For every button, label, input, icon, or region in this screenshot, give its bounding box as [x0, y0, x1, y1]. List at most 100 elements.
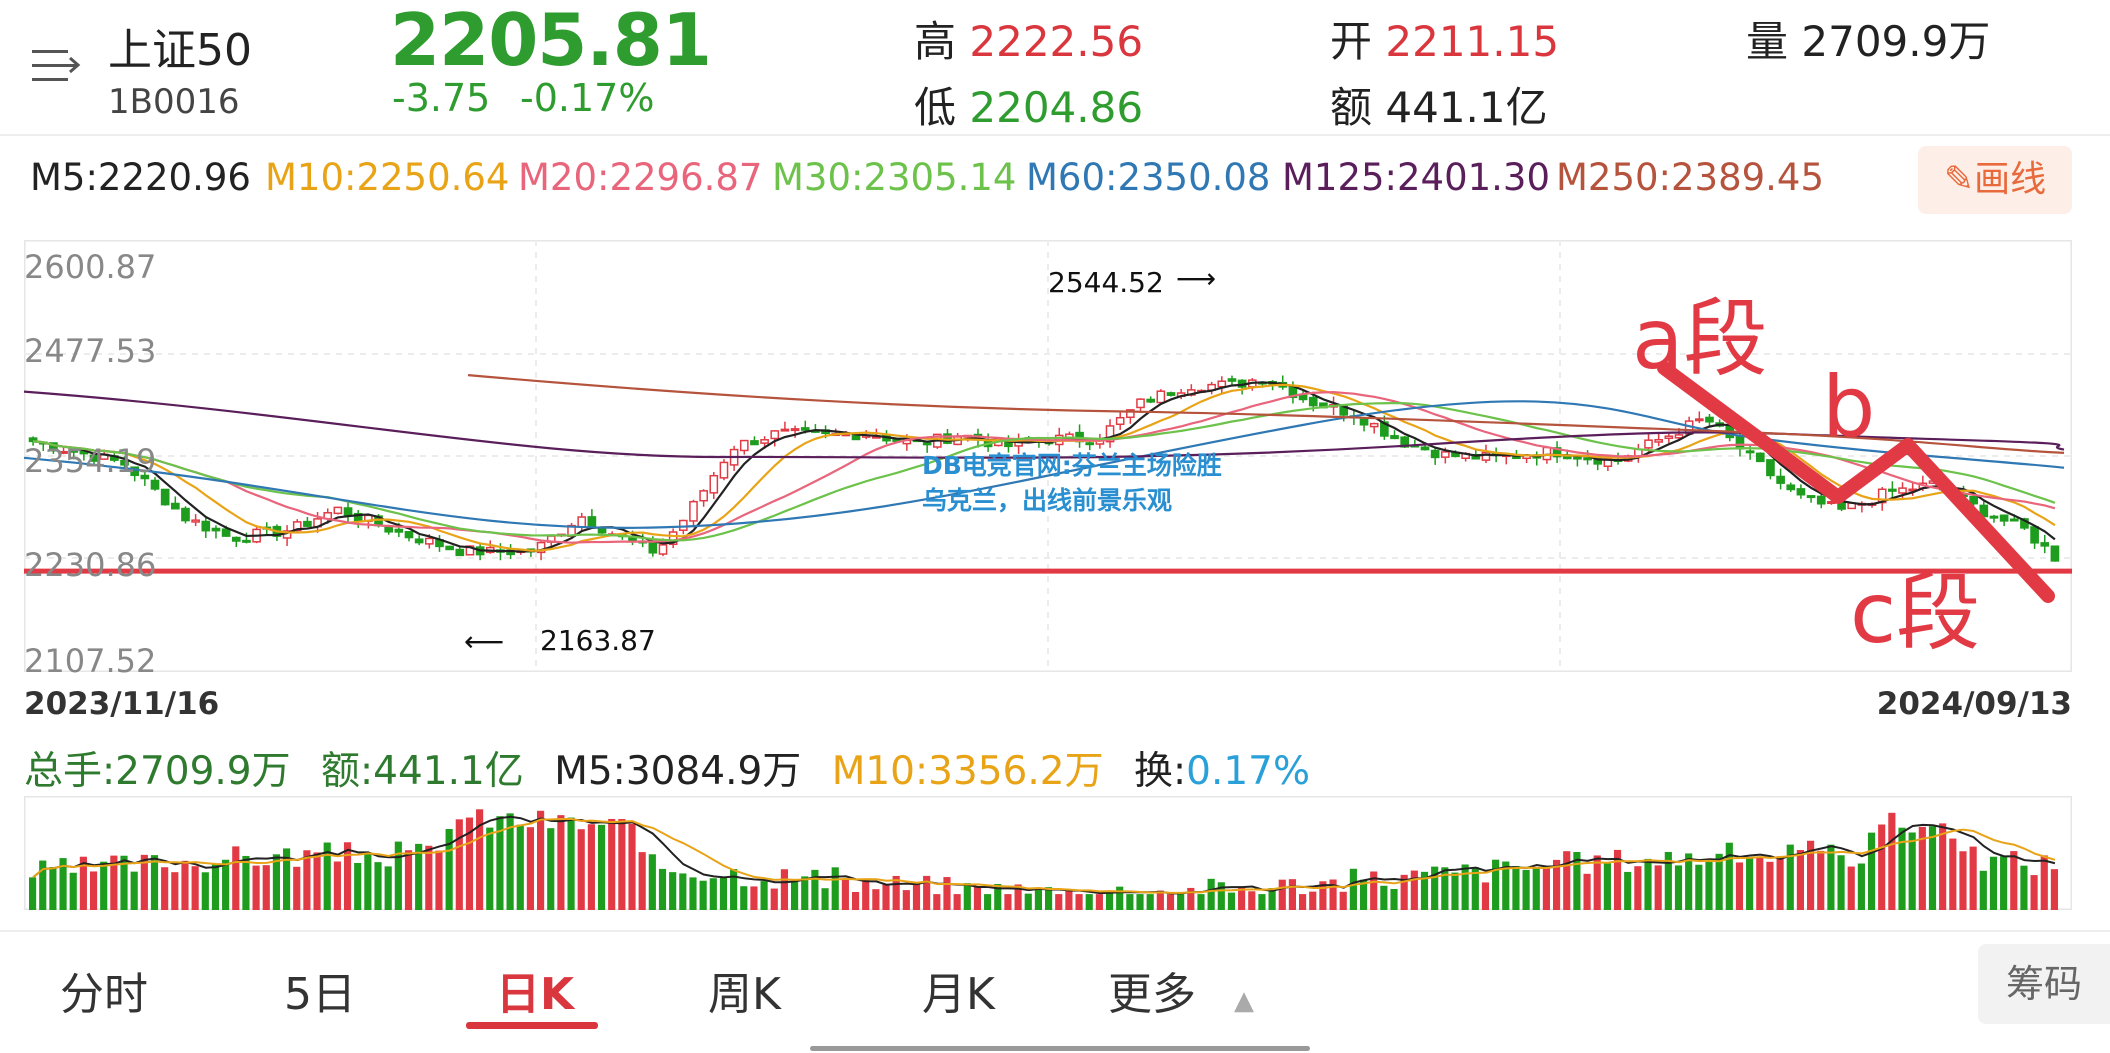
- candle-body-88: [922, 442, 932, 446]
- volume-bar-14: [171, 872, 179, 910]
- volume-bar-145: [1502, 861, 1510, 910]
- volume-bar-58: [618, 819, 626, 910]
- volume-bar-0: [29, 877, 37, 910]
- price-change: -3.75: [392, 76, 491, 120]
- candle-body-61: [648, 541, 658, 554]
- chip-distribution-button[interactable]: 筹码: [1978, 944, 2110, 1024]
- volume-bar-43: [465, 817, 474, 910]
- volume-bar-34: [374, 862, 382, 910]
- volume-ma10-line: [32, 817, 2056, 894]
- volume-bar-91: [953, 894, 961, 910]
- ma20-label: M20:2296.87: [518, 156, 763, 199]
- candlestick-chart[interactable]: [24, 240, 2072, 672]
- candle-body-194: [1999, 514, 2009, 522]
- volume-bar-52: [557, 815, 565, 910]
- volume-bar-26: [293, 866, 301, 910]
- tab-5day[interactable]: 5日: [284, 969, 356, 1020]
- volume-bar-22: [252, 865, 260, 910]
- candle-body-36: [394, 528, 404, 533]
- high-stat: 高 2222.56: [914, 17, 1144, 66]
- abc-wave-line: [1657, 361, 2055, 603]
- candle-body-14: [170, 502, 180, 510]
- volume-value: 2709.9万: [1801, 17, 1991, 66]
- volume-bar-47: [506, 813, 514, 910]
- candle-body-10: [130, 466, 140, 477]
- volume-bar-71: [750, 886, 758, 910]
- candle-body-13: [160, 488, 170, 506]
- draw-line-button[interactable]: ✎画线: [1918, 146, 2072, 214]
- candle-body-12: [150, 479, 160, 490]
- volume-bar-45: [486, 827, 494, 910]
- tab-weekly-k[interactable]: 周K: [708, 969, 781, 1020]
- candle-body-183: [1888, 488, 1897, 492]
- tab-intraday[interactable]: 分时: [60, 969, 148, 1020]
- volume-bar-20: [232, 846, 240, 910]
- candle-body-18: [211, 527, 221, 532]
- active-tab-indicator: [466, 1022, 598, 1029]
- candle-body-11: [140, 474, 150, 480]
- candle-body-170: [1755, 452, 1765, 463]
- tab-monthly-k[interactable]: 月K: [922, 969, 995, 1020]
- ma-line-30: [32, 401, 2056, 542]
- candle-body-21: [242, 539, 251, 543]
- volume-bar-199: [2050, 869, 2058, 910]
- candle-body-132: [1369, 422, 1379, 428]
- tab-daily-k[interactable]: 日K: [496, 969, 575, 1020]
- volume-bar-18: [211, 864, 220, 910]
- volume-bar-196: [2020, 865, 2028, 910]
- candle-body-118: [1227, 378, 1237, 382]
- candle-body-112: [1166, 392, 1176, 396]
- volume-bar-128: [1329, 879, 1337, 910]
- volume-bar-165: [1705, 860, 1713, 910]
- volume-bar-38: [415, 843, 423, 910]
- volume-bar-135: [1400, 874, 1408, 910]
- volume-bar-142: [1471, 867, 1479, 910]
- volume-bar-8: [110, 855, 118, 910]
- volume-bar-179: [1847, 866, 1855, 910]
- volume-bar-122: [1268, 888, 1276, 910]
- volume-bar-117: [1217, 882, 1225, 910]
- volume-bar-182: [1878, 824, 1886, 910]
- volume-bar-7: [100, 861, 108, 910]
- volume-bar-105: [1095, 894, 1103, 910]
- candle-body-37: [404, 531, 414, 539]
- candle-body-109: [1136, 398, 1145, 409]
- volume-bar-19: [222, 859, 230, 910]
- candle-body-72: [760, 439, 769, 444]
- volume-bar-53: [567, 817, 575, 910]
- volume-bar-143: [1481, 882, 1490, 910]
- volume-bar-197: [2030, 875, 2038, 910]
- volume-bar-23: [262, 865, 270, 910]
- candle-body-152: [1573, 456, 1582, 460]
- y-label-5: 2107.52: [24, 642, 157, 680]
- caret-up-icon: ▲: [1234, 986, 1254, 1016]
- volume-bar-186: [1918, 826, 1926, 910]
- tab-more[interactable]: 更多 ▲: [1108, 969, 1254, 1020]
- volume-bar-121: [1258, 894, 1266, 910]
- ma-line-60: [24, 400, 2065, 529]
- volume-bar-72: [760, 881, 768, 910]
- candle-body-39: [424, 537, 434, 545]
- candle-body-35: [384, 526, 394, 533]
- candle-body-68: [719, 461, 729, 479]
- volume-bar-70: [740, 886, 748, 910]
- candle-body-4: [69, 449, 79, 453]
- volume-bar-25: [283, 848, 291, 910]
- current-price: 2205.81: [390, 0, 712, 82]
- volume-bar-31: [343, 842, 352, 910]
- volume-bar-118: [1227, 892, 1236, 910]
- volume-bar-62: [658, 868, 667, 910]
- volume-chart[interactable]: [24, 796, 2072, 910]
- volume-bar-103: [1075, 894, 1083, 910]
- volume-bar-60: [638, 852, 646, 910]
- candle-body-74: [780, 428, 790, 432]
- ma5-label: M5:2220.96: [30, 156, 251, 199]
- volume-bar-59: [628, 823, 636, 910]
- menu-icon[interactable]: [30, 44, 86, 88]
- volume-bar-187: [1928, 826, 1937, 910]
- volume-bar-81: [851, 891, 860, 910]
- volume-stat: 量 2709.9万: [1746, 17, 1991, 66]
- candle-body-64: [678, 519, 688, 531]
- volume-bar-100: [1045, 887, 1053, 910]
- candle-body-73: [770, 430, 780, 440]
